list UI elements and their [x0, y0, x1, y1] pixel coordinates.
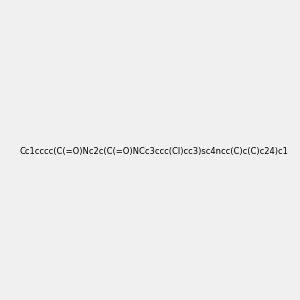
Text: Cc1cccc(C(=O)Nc2c(C(=O)NCc3ccc(Cl)cc3)sc4ncc(C)c(C)c24)c1: Cc1cccc(C(=O)Nc2c(C(=O)NCc3ccc(Cl)cc3)sc…: [19, 147, 288, 156]
